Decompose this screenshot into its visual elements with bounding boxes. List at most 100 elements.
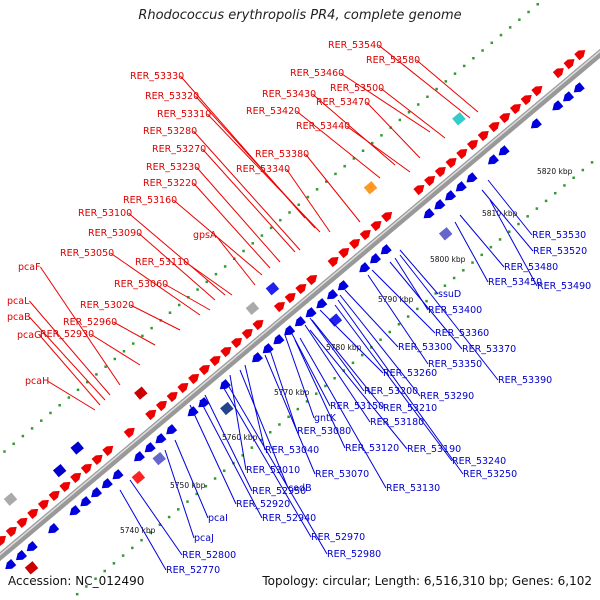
gene-label[interactable]: RER_52920 [236, 499, 290, 510]
gc-dot [140, 538, 143, 542]
gene-block [134, 386, 148, 400]
gene-label[interactable]: RER_53080 [297, 426, 351, 437]
gene-label[interactable]: RER_53390 [498, 375, 552, 386]
gene-label[interactable]: RER_53370 [462, 344, 516, 355]
gene-label[interactable]: RER_53200 [364, 386, 418, 397]
gene-label[interactable]: RER_53430 [262, 89, 316, 100]
gc-dot [287, 415, 290, 419]
gene-label[interactable]: RER_53470 [316, 97, 370, 108]
gene-label[interactable]: pcaH [25, 376, 49, 387]
reverse-gene-arrow [369, 253, 381, 264]
gene-label[interactable]: gntK [314, 413, 337, 424]
gene-label[interactable]: RER_53530 [532, 230, 586, 241]
gene-label[interactable]: RER_52800 [182, 550, 236, 561]
gene-label[interactable]: pcaL [7, 296, 30, 307]
gene-label[interactable]: RER_53340 [236, 164, 290, 175]
gene-label[interactable]: RER_53160 [123, 195, 177, 206]
gene-label[interactable]: RER_53450 [488, 277, 542, 288]
leader-line [221, 384, 312, 538]
gene-label[interactable]: RER_53110 [135, 257, 189, 268]
leader-line [380, 87, 446, 139]
gene-label[interactable]: RER_52980 [327, 549, 381, 560]
gene-label[interactable]: RER_52940 [262, 513, 316, 524]
gene-label[interactable]: RER_53060 [114, 279, 168, 290]
gc-dot [333, 376, 336, 380]
leader-line [229, 374, 247, 471]
kbp-tick-label: 5780 kbp [326, 343, 362, 352]
gene-label[interactable]: RER_53150 [330, 401, 384, 412]
reverse-gene-arrow [573, 82, 585, 93]
gene-label[interactable]: RER_53380 [255, 149, 309, 160]
gene-label[interactable]: pcaB [7, 312, 31, 323]
gene-label[interactable]: RER_52770 [166, 565, 220, 576]
gene-label[interactable]: RER_53300 [398, 342, 452, 353]
leader-line [304, 324, 371, 423]
gene-label[interactable]: pcaI [208, 513, 228, 524]
gene-label[interactable]: RER_53480 [504, 262, 558, 273]
gene-label[interactable]: RER_53250 [463, 469, 517, 480]
gene-label[interactable]: RER_52930 [40, 329, 94, 340]
gene-label[interactable]: RER_52950 [252, 486, 306, 497]
gene-label[interactable]: RER_53240 [452, 456, 506, 467]
gene-label[interactable]: RER_53270 [152, 144, 206, 155]
gene-label[interactable]: RER_53500 [330, 83, 384, 94]
gene-label[interactable]: RER_53090 [88, 228, 142, 239]
gene-label[interactable]: RER_53580 [366, 55, 420, 66]
gene-label[interactable]: RER_53400 [428, 305, 482, 316]
gc-dot [196, 288, 199, 291]
gene-label[interactable]: RER_53230 [146, 162, 200, 173]
gene-label[interactable]: RER_53100 [78, 208, 132, 219]
gene-label[interactable]: pcaJ [194, 533, 214, 544]
forward-gene-arrow [338, 247, 350, 259]
leader-line [337, 299, 464, 475]
gene-label[interactable]: pcaF [18, 262, 41, 273]
reverse-gene-arrow [69, 505, 81, 516]
gene-label[interactable]: RER_53210 [383, 403, 437, 414]
leader-line [129, 479, 183, 556]
gene-label[interactable]: RER_53280 [143, 126, 197, 137]
gene-label[interactable]: RER_53330 [130, 71, 184, 82]
gene-label[interactable]: RER_53320 [145, 91, 199, 102]
gc-dot [121, 554, 125, 557]
gene-label[interactable]: RER_53120 [345, 443, 399, 454]
gene-label[interactable]: RER_53290 [420, 391, 474, 402]
forward-gene-arrow [91, 454, 103, 466]
gc-dot [195, 492, 198, 496]
gene-label[interactable]: codB [288, 483, 312, 494]
gene-label[interactable]: RER_53460 [290, 68, 344, 79]
gene-label[interactable]: RER_53420 [246, 106, 300, 117]
gene-label[interactable]: gpsA [193, 230, 217, 241]
gene-block [245, 301, 260, 315]
gene-label[interactable]: RER_52970 [311, 532, 365, 543]
gene-label[interactable]: RER_53540 [328, 40, 382, 51]
gene-label[interactable]: RER_53310 [157, 109, 211, 120]
gc-dot [380, 134, 383, 137]
gene-block [220, 401, 234, 416]
gene-label[interactable]: RER_53180 [370, 417, 424, 428]
gene-label[interactable]: RER_53130 [386, 483, 440, 494]
gene-label[interactable]: RER_53440 [296, 121, 350, 132]
gene-block [328, 313, 343, 327]
gene-label[interactable]: RER_53070 [315, 469, 369, 480]
leader-line [366, 101, 421, 159]
gene-label[interactable]: RER_53050 [60, 248, 114, 259]
gene-label[interactable]: RER_53350 [428, 359, 482, 370]
gene-label[interactable]: RER_53520 [533, 246, 587, 257]
gene-label[interactable]: pcaG [17, 330, 41, 341]
gc-dot [30, 427, 34, 430]
gene-label[interactable]: RER_53010 [246, 465, 300, 476]
gene-label[interactable]: ssuD [438, 289, 461, 300]
gene-label[interactable]: RER_53490 [537, 281, 591, 292]
forward-gene-arrow [552, 68, 564, 79]
reverse-gene-arrow [380, 244, 392, 255]
gc-dot [370, 346, 373, 349]
reverse-gene-arrow [26, 541, 38, 552]
gene-label[interactable]: RER_53220 [143, 178, 197, 189]
gene-label[interactable]: RER_52960 [63, 317, 117, 328]
gene-label[interactable]: RER_53040 [265, 445, 319, 456]
gene-label[interactable]: RER_53260 [383, 368, 437, 379]
leader-line [334, 304, 453, 462]
gene-label[interactable]: RER_53190 [407, 444, 461, 455]
gc-dot [40, 419, 43, 422]
gene-label[interactable]: RER_53020 [80, 300, 134, 311]
